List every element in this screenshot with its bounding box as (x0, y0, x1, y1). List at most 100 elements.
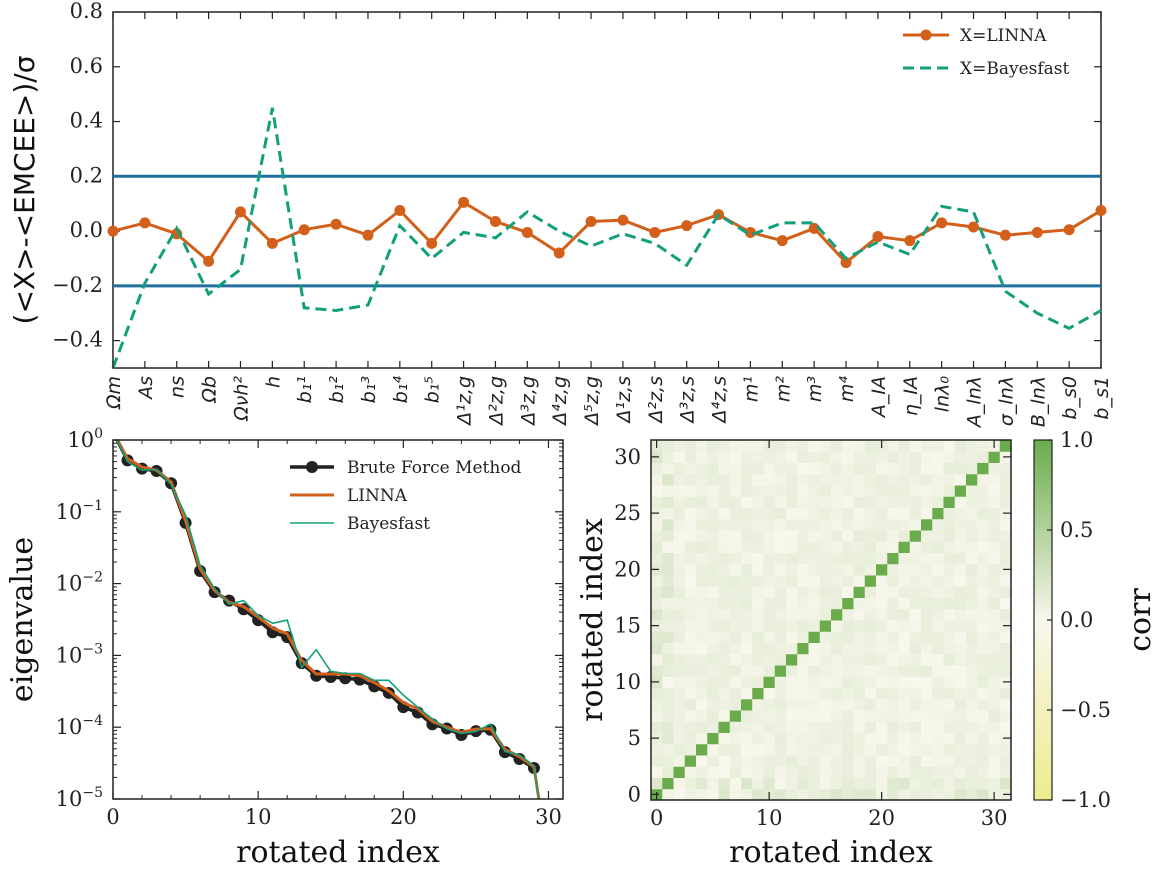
heatmap-cell (864, 563, 877, 576)
heatmap-cell (774, 563, 787, 576)
y-tick-label: 0.6 (70, 54, 103, 78)
heatmap-cell (898, 440, 911, 452)
legend-label: LINNA (347, 486, 408, 506)
y-tick-label: 0.0 (70, 218, 103, 242)
heatmap-cell (842, 766, 854, 778)
y-axis-label: (<X>-<EMCEE>)/σ (8, 56, 41, 325)
heatmap-cell (819, 552, 832, 565)
heatmap-cell (651, 530, 663, 542)
heatmap-cell (786, 507, 798, 520)
heatmap-cell (921, 766, 933, 778)
heatmap-cell (718, 620, 731, 632)
heatmap-cell (763, 563, 776, 576)
heatmap-cell (741, 608, 753, 621)
heatmap-cell (988, 541, 1001, 553)
heatmap-diag-cell (673, 766, 686, 778)
heatmap-cell (932, 552, 944, 565)
x-tick-label: 10 (245, 805, 272, 829)
heatmap-cell (909, 440, 922, 452)
heatmap-cell (718, 788, 731, 801)
heatmap-cell (707, 440, 719, 452)
heatmap-cell (707, 721, 719, 733)
heatmap-cell (662, 462, 674, 475)
heatmap-cell (718, 473, 731, 486)
tick-exponent: −4 (82, 713, 103, 729)
heatmap-cell (774, 575, 787, 587)
tick-base: 10 (67, 428, 94, 452)
heatmap-cell (853, 507, 866, 520)
heatmap-cell (831, 597, 843, 610)
heatmap-cell (673, 721, 686, 733)
heatmap-cell (954, 552, 967, 565)
heatmap-cell (741, 563, 753, 576)
legend-label: X=Bayesfast (960, 59, 1070, 79)
heatmap-cell (898, 721, 911, 733)
heatmap-cell (808, 451, 821, 463)
heatmap-cell (831, 552, 843, 565)
data-point (521, 226, 533, 238)
heatmap-cell (954, 586, 967, 598)
heatmap-cell (774, 732, 787, 745)
heatmap-cell (774, 485, 787, 497)
heatmap-cell (887, 575, 899, 587)
heatmap-cell (774, 620, 787, 632)
heatmap-cell (887, 462, 899, 475)
heatmap-cell (774, 462, 787, 475)
heatmap-cell (673, 620, 686, 632)
heatmap-cell (774, 496, 787, 508)
heatmap-cell (752, 451, 764, 463)
heatmap-cell (921, 608, 933, 621)
heatmap-cell (954, 642, 967, 655)
heatmap-cell (786, 518, 798, 531)
heatmap-cell (876, 485, 888, 497)
param-label: b₁² (326, 376, 348, 404)
tick-base: 10 (56, 643, 83, 667)
heatmap-cell (954, 743, 967, 756)
heatmap-cell (966, 507, 978, 520)
heatmap-cell (684, 507, 697, 520)
heatmap-cell (673, 440, 686, 452)
heatmap-cell (966, 552, 978, 565)
heatmap-cell (831, 530, 843, 542)
heatmap-cell (921, 732, 933, 745)
series-group (115, 440, 541, 799)
heatmap-cell (741, 507, 753, 520)
heatmap-cell (729, 721, 742, 733)
heatmap-diag-cell (909, 530, 922, 542)
x-tick-label: 30 (535, 805, 562, 829)
heatmap-cell (988, 608, 1001, 621)
heatmap-cell (786, 473, 798, 486)
heatmap-cell (774, 687, 787, 700)
heatmap-cell (932, 597, 944, 610)
heatmap-cell (808, 710, 821, 722)
heatmap-cell (651, 552, 663, 565)
heatmap-cell (696, 473, 708, 486)
heatmap-cell (774, 451, 787, 463)
heatmap-cell (718, 552, 731, 565)
heatmap-cell (741, 732, 753, 745)
heatmap-cell (842, 698, 854, 711)
heatmap-cell (662, 608, 674, 621)
heatmap-cell (876, 676, 888, 688)
heatmap-cell (909, 451, 922, 463)
heatmap-cell (943, 462, 956, 475)
heatmap-cell (808, 530, 821, 542)
heatmap-cell (651, 541, 663, 553)
heatmap-cell (898, 687, 911, 700)
heatmap-cell (819, 732, 832, 745)
heatmap-cell (954, 676, 967, 688)
heatmap-cell (707, 676, 719, 688)
heatmap-cell (808, 541, 821, 553)
heatmap-cell (718, 653, 731, 666)
heatmap-cell (898, 710, 911, 722)
heatmap-cell (673, 743, 686, 756)
heatmap-cell (943, 451, 956, 463)
heatmap-cell (729, 530, 742, 542)
heatmap-cell (808, 698, 821, 711)
heatmap-cell (786, 462, 798, 475)
heatmap-cell (684, 653, 697, 666)
heatmap-cell (966, 462, 978, 475)
heatmap-cell (966, 586, 978, 598)
x-tick-label: 0 (650, 806, 663, 830)
heatmap-cell (696, 788, 708, 801)
